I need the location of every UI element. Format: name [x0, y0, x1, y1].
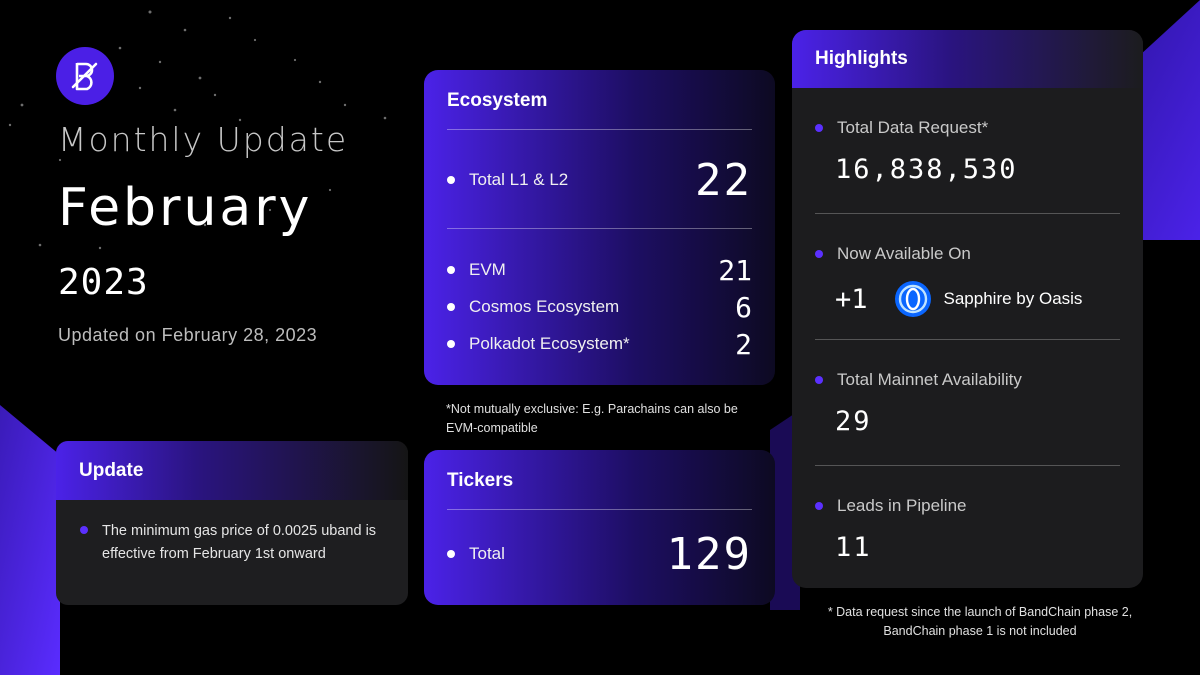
updated-on-text: Updated on February 28, 2023	[58, 325, 318, 345]
update-card-title: Update	[56, 441, 408, 500]
available-chain-name: Sapphire by Oasis	[943, 289, 1083, 308]
ecosystem-item-label: Polkadot Ecosystem*	[469, 334, 630, 353]
ecosystem-item-value: 6	[735, 290, 752, 324]
band-logo-icon	[71, 62, 98, 91]
bullet-icon	[447, 550, 455, 558]
divider	[815, 339, 1120, 340]
bullet-icon	[447, 303, 455, 311]
title-monthly-update: Monthly Update	[58, 120, 349, 159]
update-card-body: The minimum gas price of 0.0025 uband is…	[56, 500, 408, 565]
ecosystem-total-label: Total L1 & L2	[469, 170, 569, 189]
ecosystem-title: Ecosystem	[447, 90, 548, 111]
band-logo	[56, 47, 114, 105]
leads-value: 11	[835, 532, 872, 563]
bullet-icon	[815, 124, 823, 132]
mainnet-label: Total Mainnet Availability	[815, 370, 1022, 390]
update-text: The minimum gas price of 0.0025 uband is…	[102, 523, 377, 562]
highlights-title: Highlights	[792, 30, 1143, 88]
bullet-icon	[815, 502, 823, 510]
ecosystem-item-value: 2	[735, 327, 752, 361]
ecosystem-total-value: 22	[695, 154, 752, 206]
data-request-label-text: Total Data Request*	[837, 118, 989, 137]
divider	[447, 129, 752, 130]
divider	[815, 213, 1120, 214]
data-request-label: Total Data Request*	[815, 118, 988, 138]
highlights-card: Highlights Total Data Request* 16,838,53…	[792, 30, 1143, 588]
bullet-icon	[447, 176, 455, 184]
title-year: 2023	[58, 262, 149, 303]
ecosystem-total-row: Total L1 & L2 22	[447, 152, 752, 208]
highlights-footnote: * Data request since the launch of BandC…	[827, 605, 1133, 638]
divider	[447, 228, 752, 229]
tickers-total-row: Total 129	[447, 526, 752, 582]
tickers-title: Tickers	[447, 470, 514, 491]
leads-label-text: Leads in Pipeline	[837, 496, 967, 515]
ecosystem-card: Ecosystem Total L1 & L2 22 EVM 21 Cosmos…	[424, 70, 775, 385]
leads-label: Leads in Pipeline	[815, 496, 966, 516]
bullet-icon	[815, 376, 823, 384]
available-count: +1	[835, 283, 868, 315]
ecosystem-row-polkadot: Polkadot Ecosystem* 2	[447, 327, 752, 361]
ecosystem-row-evm: EVM 21	[447, 253, 752, 287]
bullet-icon	[815, 250, 823, 258]
divider	[815, 465, 1120, 466]
bullet-icon	[447, 340, 455, 348]
available-on-label: Now Available On	[815, 244, 971, 264]
tickers-total-label: Total	[469, 544, 505, 563]
oasis-logo-icon	[894, 281, 931, 317]
available-on-label-text: Now Available On	[837, 244, 971, 263]
title-month: February	[58, 178, 313, 238]
bullet-icon	[80, 526, 88, 534]
tickers-total-value: 129	[666, 528, 752, 580]
update-card: Update The minimum gas price of 0.0025 u…	[56, 441, 408, 605]
data-request-value: 16,838,530	[835, 154, 1018, 185]
mainnet-label-text: Total Mainnet Availability	[837, 370, 1022, 389]
ecosystem-footnote: *Not mutually exclusive: E.g. Parachains…	[446, 402, 738, 435]
available-on-row: +1 Sapphire by Oasis	[835, 280, 1082, 318]
mainnet-value: 29	[835, 406, 872, 437]
ecosystem-item-label: Cosmos Ecosystem	[469, 297, 620, 316]
corner-shape-left	[0, 405, 60, 675]
divider	[447, 509, 752, 510]
bullet-icon	[447, 266, 455, 274]
ecosystem-item-label: EVM	[469, 260, 506, 279]
tickers-card: Tickers Total 129	[424, 450, 775, 605]
ecosystem-row-cosmos: Cosmos Ecosystem 6	[447, 290, 752, 324]
ecosystem-item-value: 21	[718, 253, 752, 287]
